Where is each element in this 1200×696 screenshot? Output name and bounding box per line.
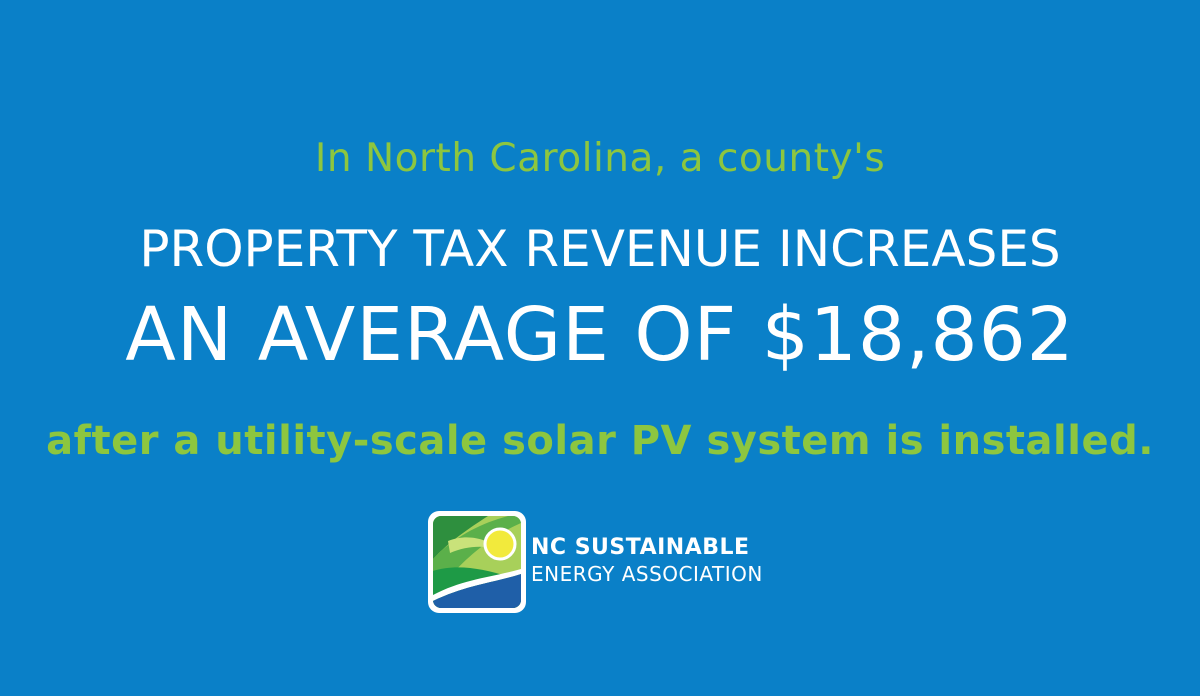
ncsea-logo: NC SUSTAINABLE ENERGY ASSOCIATION [428,511,788,615]
sun-over-hills-logo-icon [428,511,526,613]
logo-name-line-1: NC SUSTAINABLE [531,535,750,560]
logo-name-line-2: ENERGY ASSOCIATION [531,562,763,586]
headline-line-1: PROPERTY TAX REVENUE INCREASES [139,220,1061,278]
headline-line-2: AN AVERAGE OF $18,862 [125,292,1075,378]
logo-wordmark: NC SUSTAINABLE ENERGY ASSOCIATION [531,535,763,587]
intro-text: In North Carolina, a county's [314,136,886,181]
outro-text: after a utility-scale solar PV system is… [46,418,1154,464]
